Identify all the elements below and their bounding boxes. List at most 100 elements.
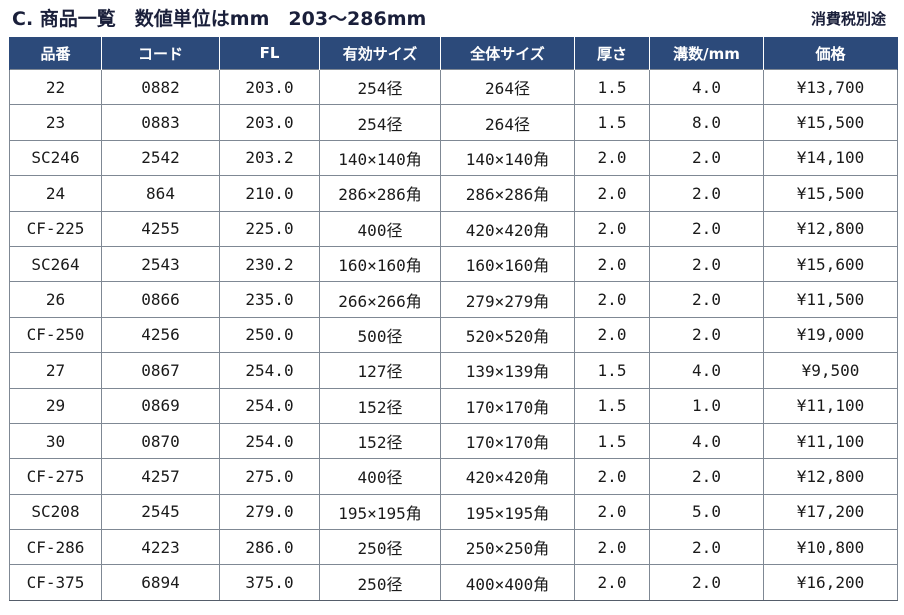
thickness-cell: 2.0 [574, 245, 650, 283]
overall-size-cell: 170×170角 [440, 387, 575, 424]
grooves-cell: 2.0 [649, 245, 764, 283]
grooves-cell: 2.0 [649, 139, 764, 177]
fl-cell: 203.0 [219, 104, 320, 141]
code-cell: 0882 [101, 68, 220, 106]
header-fl: FL [219, 37, 320, 70]
price-cell: ¥11,100 [763, 387, 898, 424]
thickness-cell: 1.5 [574, 352, 650, 389]
overall-size-cell: 195×195角 [440, 493, 575, 531]
thickness-cell: 1.5 [574, 422, 650, 460]
fl-cell: 203.0 [219, 68, 320, 106]
price-cell: ¥15,500 [763, 104, 898, 141]
part-number-cell: 27 [9, 352, 102, 389]
thickness-cell: 1.5 [574, 68, 650, 106]
overall-size-cell: 170×170角 [440, 422, 575, 460]
header-thickness: 厚さ [574, 37, 650, 70]
code-cell: 4255 [101, 210, 220, 247]
part-number-cell: 30 [9, 422, 102, 460]
grooves-cell: 2.0 [649, 529, 764, 566]
table-row: SC246 2542 203.2 140×140角 140×140角 2.0 2.0 ¥14,… [9, 139, 898, 177]
overall-size-cell: 400×400角 [440, 564, 575, 601]
price-cell: ¥15,600 [763, 245, 898, 283]
grooves-cell: 4.0 [649, 68, 764, 106]
effective-size-cell: 140×140角 [319, 139, 441, 177]
thickness-cell: 1.5 [574, 387, 650, 424]
fl-cell: 254.0 [219, 352, 320, 389]
part-number-cell: 26 [9, 281, 102, 318]
code-cell: 4223 [101, 529, 220, 566]
fl-cell: 210.0 [219, 175, 320, 212]
thickness-cell: 2.0 [574, 564, 650, 601]
code-cell: 4257 [101, 458, 220, 495]
table-row: 23 0883 203.0 254径 264径 1.5 8.0 ¥15,500 [9, 104, 898, 141]
price-cell: ¥19,000 [763, 316, 898, 354]
part-number-cell: 23 [9, 104, 102, 141]
effective-size-cell: 160×160角 [319, 245, 441, 283]
grooves-cell: 2.0 [649, 564, 764, 601]
overall-size-cell: 420×420角 [440, 210, 575, 247]
product-price-table: 品番 コード FL 有効サイズ 全体サイズ 厚さ 溝数/mm 価格 22 0882… [9, 37, 898, 601]
table-header: 品番 コード FL 有効サイズ 全体サイズ 厚さ 溝数/mm 価格 [9, 37, 898, 70]
overall-size-cell: 279×279角 [440, 281, 575, 318]
grooves-cell: 2.0 [649, 316, 764, 354]
overall-size-cell: 250×250角 [440, 529, 575, 566]
part-number-cell: CF-286 [9, 529, 102, 566]
fl-cell: 286.0 [219, 529, 320, 566]
thickness-cell: 2.0 [574, 316, 650, 354]
table-row: 26 0866 235.0 266×266角 279×279角 2.0 2.0 ¥11,500 [9, 281, 898, 318]
grooves-cell: 2.0 [649, 281, 764, 318]
header-effective-size: 有効サイズ [319, 37, 441, 70]
code-cell: 0883 [101, 104, 220, 141]
table-row: SC264 2543 230.2 160×160角 160×160角 2.0 2.0 ¥15,… [9, 245, 898, 283]
overall-size-cell: 286×286角 [440, 175, 575, 212]
part-number-cell: SC246 [9, 139, 102, 177]
code-cell: 2545 [101, 493, 220, 531]
code-cell: 4256 [101, 316, 220, 354]
thickness-cell: 2.0 [574, 139, 650, 177]
fl-cell: 375.0 [219, 564, 320, 601]
header-overall-size: 全体サイズ [440, 37, 575, 70]
thickness-cell: 2.0 [574, 529, 650, 566]
effective-size-cell: 254径 [319, 104, 441, 141]
part-number-cell: 24 [9, 175, 102, 212]
price-cell: ¥11,100 [763, 422, 898, 460]
overall-size-cell: 420×420角 [440, 458, 575, 495]
code-cell: 2543 [101, 245, 220, 283]
overall-size-cell: 140×140角 [440, 139, 575, 177]
thickness-cell: 2.0 [574, 175, 650, 212]
grooves-cell: 5.0 [649, 493, 764, 531]
part-number-cell: SC264 [9, 245, 102, 283]
grooves-cell: 2.0 [649, 175, 764, 212]
effective-size-cell: 400径 [319, 210, 441, 247]
price-cell: ¥12,800 [763, 210, 898, 247]
grooves-cell: 2.0 [649, 458, 764, 495]
price-cell: ¥9,500 [763, 352, 898, 389]
effective-size-cell: 250径 [319, 564, 441, 601]
fl-cell: 225.0 [219, 210, 320, 247]
effective-size-cell: 286×286角 [319, 175, 441, 212]
code-cell: 0867 [101, 352, 220, 389]
overall-size-cell: 264径 [440, 68, 575, 106]
effective-size-cell: 500径 [319, 316, 441, 354]
fl-cell: 254.0 [219, 422, 320, 460]
thickness-cell: 2.0 [574, 493, 650, 531]
grooves-cell: 4.0 [649, 422, 764, 460]
fl-cell: 275.0 [219, 458, 320, 495]
effective-size-cell: 250径 [319, 529, 441, 566]
fl-cell: 230.2 [219, 245, 320, 283]
price-cell: ¥10,800 [763, 529, 898, 566]
table-row: 29 0869 254.0 152径 170×170角 1.5 1.0 ¥11,100 [9, 387, 898, 424]
grooves-cell: 8.0 [649, 104, 764, 141]
table-row: CF-225 4255 225.0 400径 420×420角 2.0 2.0 ¥12,800 [9, 210, 898, 247]
table-row: CF-275 4257 275.0 400径 420×420角 2.0 2.0 ¥12,800 [9, 458, 898, 495]
price-cell: ¥17,200 [763, 493, 898, 531]
fl-cell: 203.2 [219, 139, 320, 177]
overall-size-cell: 139×139角 [440, 352, 575, 389]
table-body: 22 0882 203.0 254径 264径 1.5 4.0 ¥13,700 23 0883 20… [9, 68, 898, 601]
table-row: 24 864 210.0 286×286角 286×286角 2.0 2.0 ¥15,500 [9, 175, 898, 212]
effective-size-cell: 400径 [319, 458, 441, 495]
table-row: 27 0867 254.0 127径 139×139角 1.5 4.0 ¥9,500 [9, 352, 898, 389]
part-number-cell: CF-250 [9, 316, 102, 354]
code-cell: 864 [101, 175, 220, 212]
overall-size-cell: 264径 [440, 104, 575, 141]
